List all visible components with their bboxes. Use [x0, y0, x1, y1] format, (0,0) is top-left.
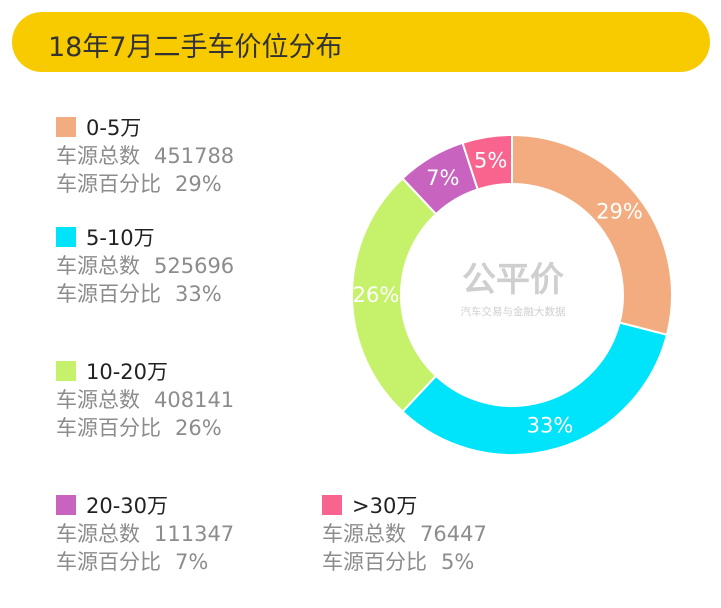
legend-count-line: 车源总数 451788 — [56, 142, 234, 170]
legend-share-line: 车源百分比 29% — [56, 170, 234, 198]
count-value: 451788 — [154, 144, 235, 168]
donut-slice-0 — [511, 133, 673, 337]
legend-item-0-5: 0-5万 车源总数 451788 车源百分比 29% — [56, 112, 234, 198]
share-value: 33% — [175, 282, 222, 306]
count-label: 车源总数 — [56, 522, 140, 546]
legend-label: 20-30万 — [86, 494, 169, 518]
legend-count-line: 车源总数 76447 — [322, 520, 487, 548]
share-value: 29% — [175, 172, 222, 196]
legend-swatch — [322, 495, 342, 515]
watermark-tagline: 汽车交易与金融大数据 — [461, 305, 566, 318]
donut-slice-1 — [401, 321, 669, 456]
share-value: 26% — [175, 416, 222, 440]
legend-share-line: 车源百分比 33% — [56, 280, 234, 308]
count-value: 76447 — [420, 522, 487, 546]
donut-slice-label-1: 33% — [527, 414, 574, 438]
legend-swatch — [56, 227, 76, 247]
share-label: 车源百分比 — [56, 550, 161, 574]
title-bar: 18年7月二手车价位分布 — [12, 12, 710, 72]
share-label: 车源百分比 — [56, 172, 161, 196]
donut-slice-label-2: 26% — [353, 283, 400, 307]
legend-item-10-20: 10-20万 车源总数 408141 车源百分比 26% — [56, 356, 234, 442]
legend-item-30-plus: >30万 车源总数 76447 车源百分比 5% — [322, 490, 487, 576]
donut-slice-4 — [461, 133, 513, 191]
legend-item-5-10: 5-10万 车源总数 525696 车源百分比 33% — [56, 222, 234, 308]
donut-slice-label-0: 29% — [596, 200, 643, 224]
legend-label: >30万 — [352, 494, 418, 518]
legend-count-line: 车源总数 111347 — [56, 520, 234, 548]
legend-swatch — [56, 117, 76, 137]
watermark-logo: 公平价 — [462, 260, 564, 300]
legend-label: 10-20万 — [86, 360, 169, 384]
share-label: 车源百分比 — [322, 550, 427, 574]
page-title: 18年7月二手车价位分布 — [48, 32, 343, 63]
count-value: 111347 — [154, 522, 235, 546]
legend-share-line: 车源百分比 7% — [56, 548, 234, 576]
legend-label: 5-10万 — [86, 226, 155, 250]
legend-swatch — [56, 361, 76, 381]
share-label: 车源百分比 — [56, 282, 161, 306]
share-value: 7% — [175, 550, 209, 574]
donut-slice-labels: 29% 33% 26% 7% 5% — [353, 149, 643, 438]
donut-slice-label-3: 7% — [426, 166, 459, 190]
count-label: 车源总数 — [56, 388, 140, 412]
count-value: 525696 — [154, 254, 235, 278]
legend-count-line: 车源总数 525696 — [56, 252, 234, 280]
legend-share-line: 车源百分比 5% — [322, 548, 487, 576]
count-value: 408141 — [154, 388, 235, 412]
count-label: 车源总数 — [322, 522, 406, 546]
donut-slices — [351, 133, 673, 456]
donut-chart: 29% 33% 26% 7% 5% 公平价 汽车交易与金融大数据 — [351, 133, 673, 456]
legend-swatch — [56, 495, 76, 515]
donut-slice-label-4: 5% — [474, 149, 507, 173]
legend-share-line: 车源百分比 26% — [56, 414, 234, 442]
legend-label: 0-5万 — [86, 116, 142, 140]
count-label: 车源总数 — [56, 144, 140, 168]
share-label: 车源百分比 — [56, 416, 161, 440]
count-label: 车源总数 — [56, 254, 140, 278]
legend-count-line: 车源总数 408141 — [56, 386, 234, 414]
share-value: 5% — [441, 550, 475, 574]
legend-item-20-30: 20-30万 车源总数 111347 车源百分比 7% — [56, 490, 234, 576]
